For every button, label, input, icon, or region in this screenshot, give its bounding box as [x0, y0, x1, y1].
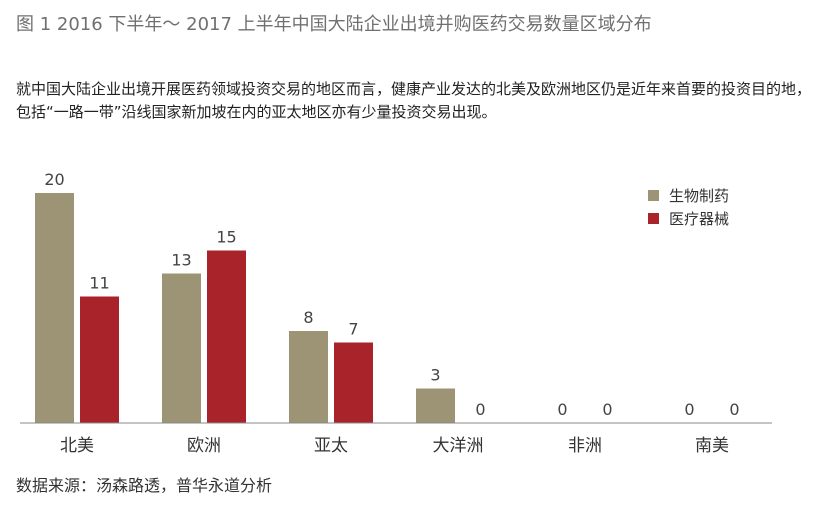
value-label-biopharma-2: 8: [303, 308, 313, 327]
value-label-biopharma-1: 13: [171, 251, 191, 270]
bar-medical-devices-1: [207, 250, 246, 423]
data-source: 数据来源：汤森路透，普华永道分析: [16, 476, 273, 495]
category-label-5: 南美: [695, 436, 729, 456]
legend-item-medical-devices: 医疗器械: [648, 207, 729, 230]
legend-item-biopharma: 生物制药: [648, 184, 729, 207]
bar-biopharma-1: [162, 273, 201, 423]
category-label-0: 北美: [60, 436, 94, 456]
category-label-4: 非洲: [568, 436, 602, 456]
value-label-biopharma-4: 0: [557, 400, 567, 419]
category-labels-layer: 北美 欧洲 亚太 大洋洲 非洲 南美: [60, 436, 729, 456]
value-label-medical-devices-0: 11: [89, 274, 109, 293]
value-label-biopharma-0: 20: [44, 170, 64, 189]
category-label-2: 亚太: [314, 436, 348, 456]
value-label-medical-devices-1: 15: [216, 228, 236, 247]
category-label-1: 欧洲: [187, 436, 221, 456]
value-label-medical-devices-2: 7: [348, 320, 358, 339]
category-label-3: 大洋洲: [433, 436, 484, 456]
value-label-medical-devices-4: 0: [602, 400, 612, 419]
bar-chart: 20 11 13 15 8 7 3 0 0 0 0 0 北美 欧洲 亚太 大洋洲 非洲 南美: [20, 170, 772, 456]
figure-title: 图 1 2016 下半年～ 2017 上半年中国大陆企业出境并购医药交易数量区域…: [16, 14, 652, 35]
chart-legend: 生物制药 医疗器械: [648, 184, 729, 230]
legend-label-medical-devices: 医疗器械: [669, 210, 730, 228]
bar-biopharma-2: [289, 331, 328, 423]
bar-biopharma-0: [35, 193, 74, 423]
legend-label-biopharma: 生物制药: [669, 187, 730, 205]
legend-swatch-biopharma: [648, 190, 659, 201]
figure-description: 就中国大陆企业出境开展医药领域投资交易的地区而言，健康产业发达的北美及欧洲地区仍…: [16, 80, 812, 121]
bar-medical-devices-2: [334, 342, 373, 423]
value-label-medical-devices-3: 0: [475, 400, 485, 419]
value-label-biopharma-5: 0: [684, 400, 694, 419]
legend-swatch-medical-devices: [648, 213, 659, 224]
value-label-medical-devices-5: 0: [729, 400, 739, 419]
value-labels-layer: 20 11 13 15 8 7 3 0 0 0 0 0: [44, 170, 739, 419]
value-label-biopharma-3: 3: [430, 366, 440, 385]
bar-biopharma-3: [416, 388, 455, 423]
bars-layer: [35, 193, 455, 423]
bar-medical-devices-0: [80, 296, 119, 423]
